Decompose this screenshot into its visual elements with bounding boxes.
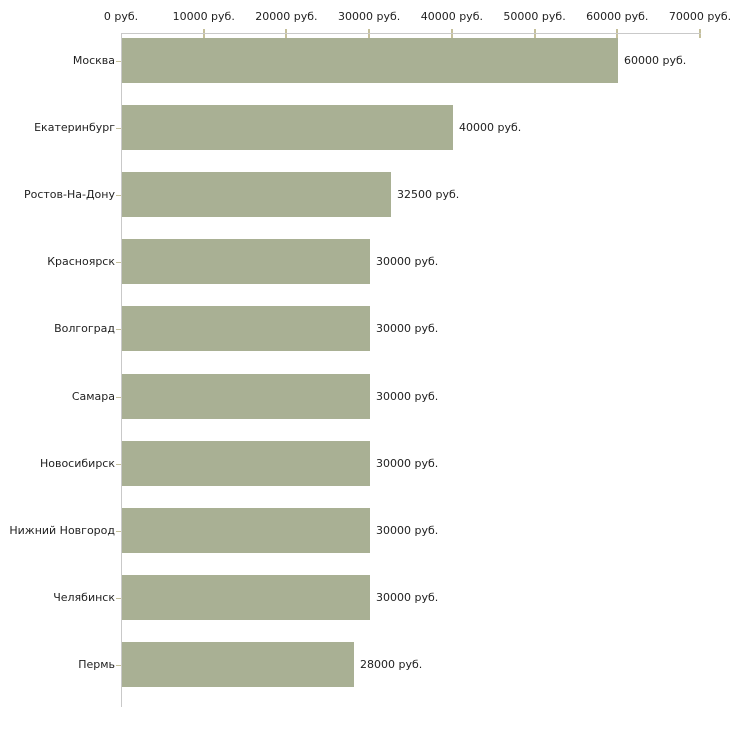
category-label: Москва — [72, 53, 115, 67]
category-label: Волгоград — [54, 321, 115, 335]
x-tick-label: 10000 руб. — [172, 10, 235, 23]
value-label: 30000 руб. — [376, 254, 439, 268]
bar — [122, 441, 370, 486]
category-label: Самара — [71, 389, 115, 403]
x-tick-label: 60000 руб. — [586, 10, 649, 23]
bar — [122, 172, 391, 217]
value-label: 30000 руб. — [376, 590, 439, 604]
y-tick-mark — [116, 194, 121, 196]
y-tick-mark — [116, 530, 121, 532]
x-tick-label: 20000 руб. — [255, 10, 318, 23]
value-label: 30000 руб. — [376, 456, 439, 470]
y-tick-mark — [116, 597, 121, 599]
value-label: 28000 руб. — [360, 657, 423, 671]
y-tick-mark — [116, 60, 121, 62]
x-tick-label: 50000 руб. — [503, 10, 566, 23]
bar — [122, 306, 370, 351]
value-label: 30000 руб. — [376, 389, 439, 403]
x-axis-line — [121, 33, 701, 34]
y-tick-mark — [116, 261, 121, 263]
x-tick-label: 40000 руб. — [420, 10, 483, 23]
y-tick-mark — [116, 396, 121, 398]
bar — [122, 508, 370, 553]
value-label: 60000 руб. — [624, 53, 687, 67]
y-axis-line — [121, 33, 122, 707]
value-label: 30000 руб. — [376, 523, 439, 537]
value-label: 32500 руб. — [397, 187, 460, 201]
x-tick-label: 0 руб. — [103, 10, 139, 23]
bar — [122, 105, 453, 150]
value-label: 40000 руб. — [459, 120, 522, 134]
value-label: 30000 руб. — [376, 321, 439, 335]
category-label: Пермь — [78, 657, 115, 671]
y-tick-mark — [116, 664, 121, 666]
category-label: Нижний Новгород — [9, 523, 115, 537]
y-tick-mark — [116, 328, 121, 330]
x-tick-label: 70000 руб. — [668, 10, 730, 23]
bar — [122, 642, 354, 687]
category-label: Челябинск — [53, 590, 115, 604]
category-label: Новосибирск — [39, 456, 115, 470]
x-tick-label: 30000 руб. — [338, 10, 401, 23]
y-tick-mark — [116, 463, 121, 465]
bar — [122, 38, 618, 83]
bar — [122, 575, 370, 620]
bar — [122, 374, 370, 419]
category-label: Екатеринбург — [34, 120, 115, 134]
y-tick-mark — [116, 127, 121, 129]
category-label: Ростов-На-Дону — [23, 187, 115, 201]
category-label: Красноярск — [47, 254, 115, 268]
bar — [122, 239, 370, 284]
